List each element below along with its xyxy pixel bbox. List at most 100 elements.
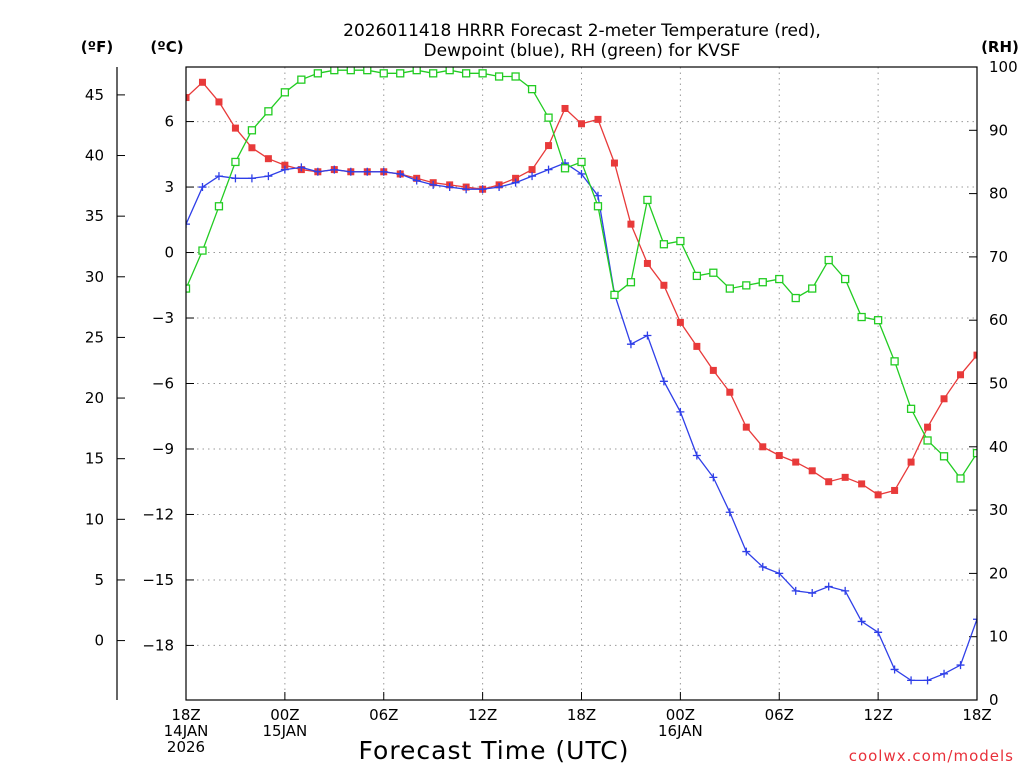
time-tick-label: 00Z (666, 706, 695, 724)
data-point (907, 676, 916, 685)
data-point (742, 547, 751, 556)
data-point (186, 94, 190, 102)
data-point (891, 486, 899, 494)
rh-tick-label: 60 (989, 311, 1008, 329)
data-point (462, 185, 471, 194)
data-point (627, 220, 635, 228)
data-point (610, 159, 618, 167)
data-point (231, 157, 240, 167)
data-point (346, 167, 355, 176)
data-point (379, 167, 388, 176)
data-point (857, 617, 866, 626)
data-point (593, 202, 603, 211)
rh-tick-label: 70 (989, 248, 1008, 266)
data-point (775, 452, 783, 460)
fahrenheit-tick-label: 30 (85, 268, 104, 286)
time-tick-label: 15JAN (263, 722, 308, 740)
data-point (676, 318, 684, 326)
data-point (528, 172, 537, 181)
data-point (758, 278, 767, 287)
rh-tick-label: 0 (989, 691, 999, 709)
data-point (742, 423, 750, 431)
data-point (725, 508, 734, 517)
data-point (429, 69, 438, 78)
data-point (231, 174, 240, 183)
data-point (858, 480, 866, 488)
fahrenheit-tick-label: 40 (85, 147, 104, 165)
data-point (186, 284, 191, 293)
data-point (545, 142, 553, 150)
data-point (610, 290, 619, 300)
data-point (775, 274, 784, 284)
series-line (186, 162, 977, 682)
data-point (808, 467, 816, 475)
data-point (396, 169, 405, 178)
fahrenheit-tick-label: 10 (85, 510, 104, 528)
rh-tick-label: 30 (989, 501, 1008, 519)
data-series (186, 67, 977, 685)
data-point (528, 166, 536, 174)
rh-tick-label: 40 (989, 438, 1008, 456)
chart-title: 2026011418 HRRR Forecast 2-meter Tempera… (343, 21, 821, 61)
data-point (330, 67, 339, 75)
time-tick-label: 14JAN (164, 722, 209, 740)
celsius-tick-label: −6 (152, 375, 174, 393)
data-point (280, 165, 289, 174)
data-point (808, 589, 817, 598)
data-point (659, 240, 669, 249)
plot-frame (185, 66, 978, 701)
data-point (791, 293, 800, 303)
series-temperature (186, 78, 977, 499)
data-point (346, 67, 355, 75)
rh-tick-label: 100 (989, 58, 1018, 76)
data-point (379, 69, 388, 78)
data-point (214, 172, 223, 181)
data-point (775, 569, 784, 578)
data-point (907, 458, 915, 466)
fahrenheit-unit-label: (ºF) (81, 38, 113, 56)
rh-tick-label: 80 (989, 185, 1008, 203)
celsius-tick-label: −3 (152, 309, 174, 327)
data-point (511, 178, 520, 187)
data-point (445, 183, 454, 192)
fahrenheit-axis: 45 40 35 30 25 20 15 10 5 0 (85, 67, 125, 700)
fahrenheit-tick-label: 35 (85, 207, 104, 225)
data-point (643, 259, 651, 267)
time-tick-label: 18Z (567, 706, 596, 724)
celsius-unit-label: (ºC) (150, 38, 183, 56)
data-point (923, 676, 932, 685)
data-point (248, 144, 256, 152)
data-point (906, 404, 916, 413)
data-point (972, 448, 977, 458)
data-point (758, 562, 767, 571)
data-point (873, 316, 883, 325)
data-point (742, 281, 751, 290)
data-point (874, 491, 882, 499)
data-point (874, 628, 883, 637)
data-point (560, 164, 570, 173)
data-point (577, 169, 586, 178)
data-point (264, 155, 272, 163)
data-point (709, 366, 717, 374)
data-point (297, 75, 306, 84)
data-point (626, 340, 635, 349)
data-point (643, 195, 652, 205)
data-point (956, 661, 965, 670)
data-point (808, 284, 817, 293)
time-tick-label: 2026 (167, 738, 205, 756)
celsius-tick-label: 6 (164, 113, 174, 131)
data-point (198, 78, 206, 86)
data-point (973, 615, 977, 624)
data-point (956, 474, 965, 483)
celsius-tick-label: −9 (152, 440, 174, 458)
data-point (857, 312, 866, 322)
data-point (973, 351, 977, 359)
data-point (478, 69, 487, 78)
data-point (412, 67, 421, 75)
data-point (363, 67, 372, 75)
data-point (693, 342, 701, 350)
data-point (264, 172, 273, 181)
rh-tick-label: 90 (989, 121, 1008, 139)
